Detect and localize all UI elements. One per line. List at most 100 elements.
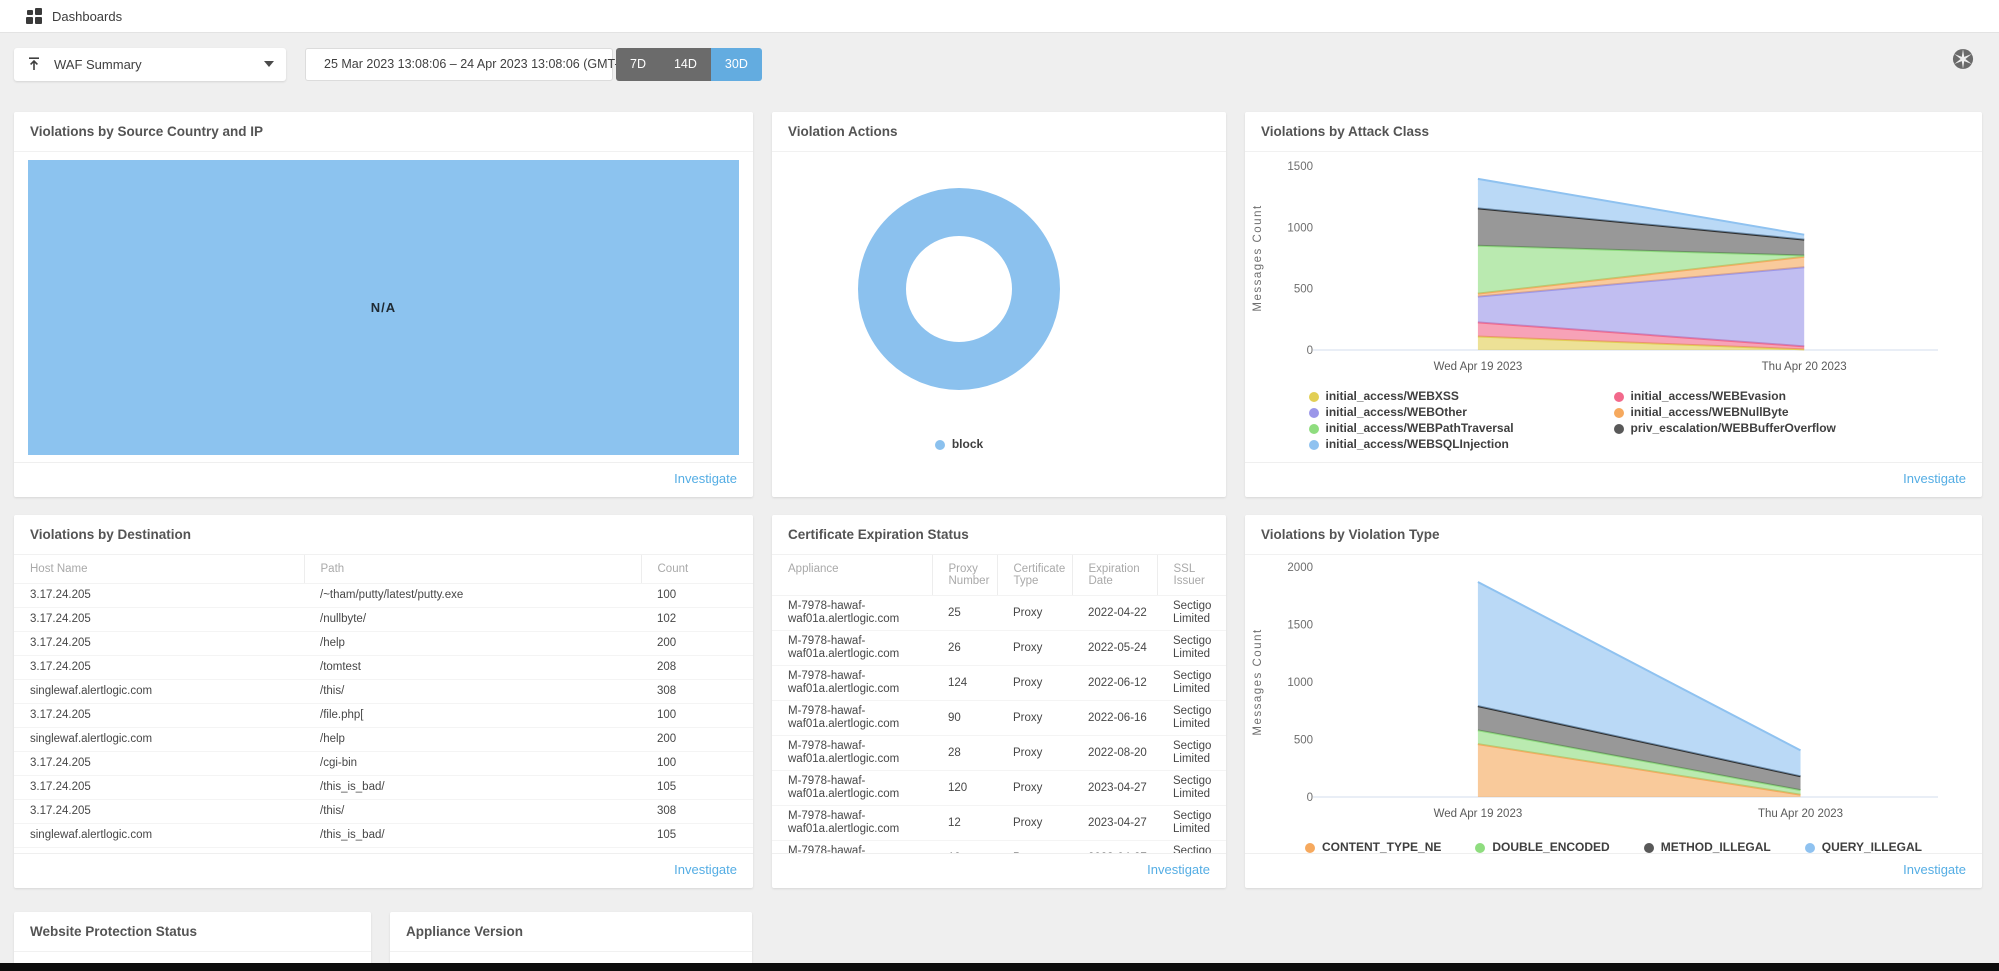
table-row: M-7978-hawaf-waf01a.alertlogic.com 124 Pro… <box>772 665 1226 701</box>
legend-item[interactable]: initial_access/WEBNullByte <box>1613 405 1919 420</box>
investigate-link[interactable]: Investigate <box>1147 862 1210 877</box>
table-cell: Sectigo Limited <box>1157 805 1226 841</box>
dashboard-grid: Violations by Source Country and IP N/A … <box>14 112 1985 888</box>
legend-item[interactable]: initial_access/WEBOther <box>1308 405 1614 420</box>
table-cell: 2022-04-22 <box>1072 595 1157 631</box>
table-cell: 2023-04-27 <box>1072 840 1157 853</box>
table-cell: 102 <box>641 607 753 632</box>
cert-expiration-table: Appliance Proxy Number Certificate Type Exp… <box>772 555 1226 853</box>
legend-item[interactable]: DOUBLE_ENCODED <box>1475 840 1610 853</box>
table-row: M-7978-hawaf-waf01a.alertlogic.com 12 Prox… <box>772 805 1226 841</box>
chevron-down-icon <box>264 61 274 67</box>
legend-dot-icon <box>1308 391 1319 402</box>
attack-class-area-chart: 0 500 1000 1500 Messages Count Wed Apr 19 202… <box>1245 152 1982 385</box>
legend-item[interactable]: QUERY_ILLEGAL <box>1804 840 1922 853</box>
svg-text:1000: 1000 <box>1287 677 1313 689</box>
table-cell: 3.17.24.205 <box>14 607 304 632</box>
column-header: Count <box>640 555 753 584</box>
date-range-picker[interactable]: 25 Mar 2023 13:08:06 – 24 Apr 2023 13:08… <box>305 47 654 81</box>
page-title: Dashboards <box>52 8 123 24</box>
bottom-row: Website Protection Status Appliance Vers… <box>14 912 1985 971</box>
table-cell: Sectigo Limited <box>1157 840 1226 853</box>
svg-text:0: 0 <box>1307 345 1313 357</box>
table-cell: 100 <box>641 703 753 728</box>
table-row: M-7978-hawaf-waf01a.alertlogic.com19Prox… <box>772 840 1226 853</box>
table-row: 3.17.24.205/file.php[100 <box>14 703 753 728</box>
table-cell: 2023-04-27 <box>1072 770 1157 806</box>
card-title: Violations by Attack Class <box>1261 124 1430 139</box>
table-row: singlewaf.alertlogic.com/this_is_bad/105 <box>14 823 753 848</box>
range-30d-button[interactable]: 30D <box>710 47 762 81</box>
table-cell: Sectigo Limited <box>1157 735 1226 771</box>
legend-dot-icon <box>1305 842 1316 853</box>
table-cell: /this/ <box>304 799 641 824</box>
table-row: singlewaf.alertlogic.com/this/308 <box>14 679 753 704</box>
legend-label: initial_access/WEBXSS <box>1325 389 1459 403</box>
legend-item[interactable]: initial_access/WEBPathTraversal <box>1308 421 1614 436</box>
legend-dot-icon <box>1613 423 1624 434</box>
table-cell: Proxy <box>997 665 1072 701</box>
table-row: 3.17.24.205/this_is_bad/105 <box>14 775 753 800</box>
card-title: Violations by Destination <box>30 527 192 542</box>
violation-actions-donut-chart <box>858 188 1060 390</box>
legend-dot-icon <box>1613 391 1624 402</box>
legend-item[interactable]: initial_access/WEBEvasion <box>1613 389 1919 404</box>
table-cell: Sectigo Limited <box>1157 630 1226 666</box>
legend-label: priv_escalation/WEBBufferOverflow <box>1630 421 1836 435</box>
table-cell: Proxy <box>997 805 1072 841</box>
table-row: M-7978-hawaf-waf01a.alertlogic.com 120 Pro… <box>772 770 1226 806</box>
range-14d-button[interactable]: 14D <box>659 47 711 81</box>
table-row: M-7978-hawaf-waf01a.alertlogic.com 26 Prox… <box>772 630 1226 666</box>
investigate-link[interactable]: Investigate <box>674 471 737 486</box>
donut-slice-block <box>858 188 1060 390</box>
legend-label: initial_access/WEBNullByte <box>1630 405 1789 419</box>
table-row: 3.17.24.205/help 200 <box>14 631 753 656</box>
dashboards-grid-icon[interactable] <box>26 8 42 24</box>
column-header: Expiration Date <box>1071 555 1157 596</box>
investigate-link[interactable]: Investigate <box>1903 471 1966 486</box>
range-7d-button[interactable]: 7D <box>616 47 660 81</box>
table-cell: 26 <box>932 630 997 666</box>
aperture-icon[interactable] <box>1951 47 1975 71</box>
card-cert-expiration: Certificate Expiration Status Appliance P… <box>772 515 1226 888</box>
table-row: 3.17.24.205/~tham/putty/latest/putty.exe… <box>14 583 753 608</box>
table-cell: 308 <box>641 799 753 824</box>
table-row: 3.17.24.205/cgi-bin/status100 <box>14 847 753 853</box>
table-cell: M-7978-hawaf-waf01a.alertlogic.com <box>772 840 932 853</box>
table-cell: singlewaf.alertlogic.com <box>14 727 304 752</box>
investigate-link[interactable]: Investigate <box>674 862 737 877</box>
table-cell: 308 <box>641 679 753 704</box>
table-cell: 100 <box>641 847 753 853</box>
top-bar: Dashboards <box>0 0 1999 33</box>
svg-text:1000: 1000 <box>1287 222 1313 234</box>
table-row: 3.17.24.205/this/308 <box>14 799 753 824</box>
card-violation-actions: Violation Actions block <box>772 112 1226 497</box>
svg-text:500: 500 <box>1294 284 1313 296</box>
table-cell: Sectigo Limited <box>1157 700 1226 736</box>
legend-item[interactable]: METHOD_ILLEGAL <box>1643 840 1771 853</box>
card-title: Appliance Version <box>406 924 524 939</box>
svg-text:1500: 1500 <box>1287 161 1313 173</box>
window-bottom-edge <box>0 963 1999 971</box>
legend-item[interactable]: initial_access/WEBXSS <box>1308 389 1614 404</box>
table-cell: M-7978-hawaf-waf01a.alertlogic.com <box>772 630 932 666</box>
table-cell: 100 <box>641 751 753 776</box>
svg-text:Thu Apr 20 2023: Thu Apr 20 2023 <box>1758 808 1843 820</box>
card-website-protection: Website Protection Status <box>14 912 371 971</box>
dashboard-select-value: WAF Summary <box>54 56 142 72</box>
column-header: Certificate Type <box>996 555 1072 596</box>
table-cell: M-7978-hawaf-waf01a.alertlogic.com <box>772 735 932 771</box>
legend-item[interactable]: initial_access/WEBSQLInjection <box>1308 437 1614 452</box>
table-cell: M-7978-hawaf-waf01a.alertlogic.com <box>772 665 932 701</box>
legend-item[interactable]: CONTENT_TYPE_NE <box>1305 840 1441 853</box>
investigate-link[interactable]: Investigate <box>1903 862 1966 877</box>
table-cell: Sectigo Limited <box>1157 770 1226 806</box>
legend-item[interactable]: block <box>934 437 983 452</box>
dashboard-select[interactable]: WAF Summary <box>14 47 286 81</box>
table-cell: Sectigo Limited <box>1157 665 1226 701</box>
card-appliance-version: Appliance Version <box>390 912 752 971</box>
column-header: Host Name <box>14 555 304 584</box>
violation-type-legend: CONTENT_TYPE_NE DOUBLE_ENCODED METHOD_ILLE… <box>1245 840 1982 853</box>
legend-item[interactable]: priv_escalation/WEBBufferOverflow <box>1613 421 1919 436</box>
table-cell: M-7978-hawaf-waf01a.alertlogic.com <box>772 700 932 736</box>
